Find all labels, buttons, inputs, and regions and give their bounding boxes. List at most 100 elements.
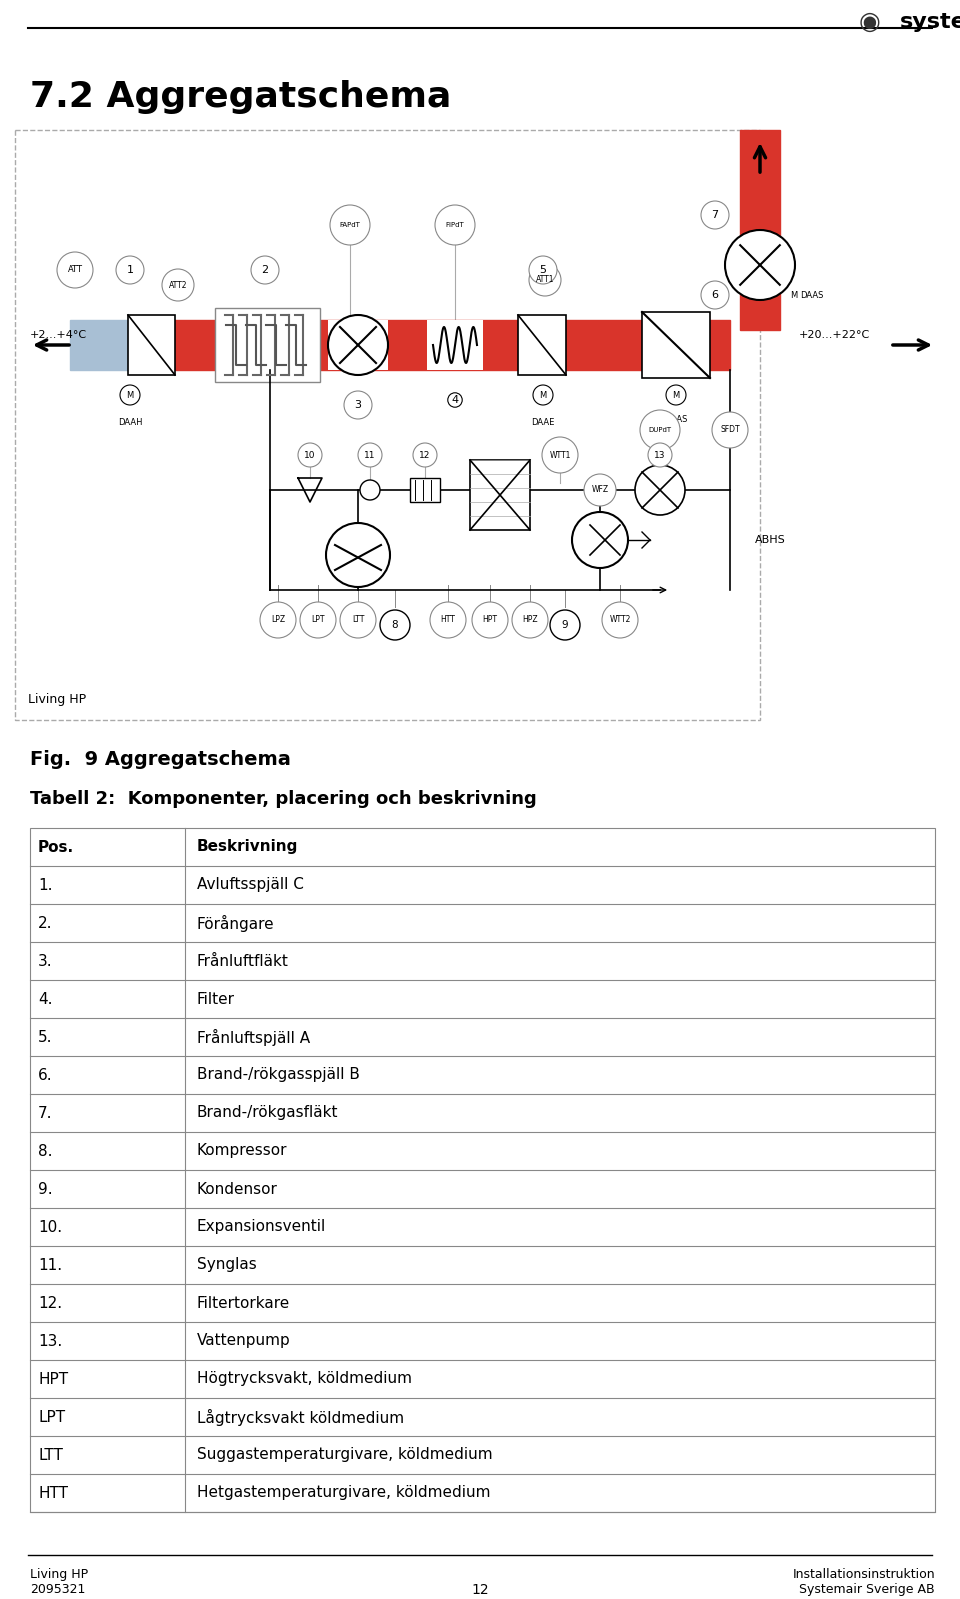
Text: ATT: ATT	[67, 265, 83, 275]
Circle shape	[635, 465, 685, 515]
Circle shape	[300, 601, 336, 638]
Text: Filtertorkare: Filtertorkare	[197, 1295, 290, 1311]
Text: 13.: 13.	[38, 1334, 62, 1348]
Text: 11: 11	[364, 451, 375, 459]
Text: LPT: LPT	[311, 616, 324, 625]
Circle shape	[413, 443, 437, 467]
FancyBboxPatch shape	[175, 320, 730, 369]
Circle shape	[725, 230, 795, 301]
Text: ATT2: ATT2	[169, 280, 187, 289]
Text: Tabell 2:  Komponenter, placering och beskrivning: Tabell 2: Komponenter, placering och bes…	[30, 790, 537, 807]
Text: M: M	[127, 390, 133, 400]
Text: Lågtrycksvakt köldmedium: Lågtrycksvakt köldmedium	[197, 1409, 404, 1425]
Text: LPZ: LPZ	[271, 616, 285, 625]
Text: DAAS: DAAS	[664, 416, 687, 424]
Text: WTT1: WTT1	[549, 451, 570, 459]
Circle shape	[435, 205, 475, 245]
Circle shape	[430, 601, 466, 638]
Text: 5.: 5.	[38, 1030, 53, 1044]
Text: HPT: HPT	[483, 616, 497, 625]
Circle shape	[584, 473, 616, 505]
FancyBboxPatch shape	[30, 828, 935, 1513]
Circle shape	[116, 256, 144, 285]
Text: 13: 13	[655, 451, 665, 459]
Circle shape	[380, 609, 410, 640]
Text: Kompressor: Kompressor	[197, 1143, 287, 1159]
Text: +2...+4°C: +2...+4°C	[30, 329, 87, 341]
Circle shape	[542, 437, 578, 473]
Text: Expansionsventil: Expansionsventil	[197, 1220, 326, 1234]
Text: FIPdT: FIPdT	[445, 222, 465, 229]
Text: Förångare: Förångare	[197, 915, 275, 932]
Circle shape	[340, 601, 376, 638]
Text: 2: 2	[261, 265, 269, 275]
FancyBboxPatch shape	[328, 320, 388, 369]
FancyBboxPatch shape	[410, 478, 440, 502]
Text: 2095321: 2095321	[30, 1583, 85, 1596]
Circle shape	[326, 523, 390, 587]
Text: 2.: 2.	[38, 916, 53, 931]
Circle shape	[344, 392, 372, 419]
Text: 7: 7	[711, 209, 719, 221]
Text: Living HP: Living HP	[30, 1569, 88, 1581]
Text: FAPdT: FAPdT	[340, 222, 360, 229]
Text: 4.: 4.	[38, 991, 53, 1006]
Circle shape	[57, 253, 93, 288]
FancyBboxPatch shape	[642, 312, 710, 377]
Text: 6.: 6.	[38, 1068, 53, 1083]
Text: WFZ: WFZ	[591, 486, 609, 494]
Text: Filter: Filter	[197, 991, 235, 1006]
Circle shape	[360, 480, 380, 500]
Text: HTT: HTT	[38, 1485, 68, 1500]
Circle shape	[512, 601, 548, 638]
Circle shape	[602, 601, 638, 638]
Text: 9: 9	[562, 620, 568, 630]
Text: Pos.: Pos.	[38, 839, 74, 854]
Circle shape	[260, 601, 296, 638]
Text: 3: 3	[354, 400, 362, 409]
Text: Brand-/rökgasfläkt: Brand-/rökgasfläkt	[197, 1105, 339, 1121]
Circle shape	[701, 281, 729, 309]
Circle shape	[120, 385, 140, 405]
Text: WTT2: WTT2	[610, 616, 631, 625]
FancyBboxPatch shape	[15, 130, 760, 720]
FancyBboxPatch shape	[740, 130, 780, 329]
Text: DAAH: DAAH	[118, 417, 142, 427]
Text: LTT: LTT	[351, 616, 364, 625]
Text: SFDT: SFDT	[720, 425, 740, 435]
Text: 6: 6	[711, 289, 718, 301]
Text: M: M	[790, 291, 797, 299]
Circle shape	[701, 201, 729, 229]
FancyBboxPatch shape	[128, 315, 175, 376]
Text: +20...+22°C: +20...+22°C	[799, 329, 870, 341]
Text: HTT: HTT	[441, 616, 455, 625]
Text: ATT1: ATT1	[536, 275, 554, 285]
Text: Frånluftfläkt: Frånluftfläkt	[197, 953, 289, 969]
FancyBboxPatch shape	[215, 309, 320, 382]
Text: 10.: 10.	[38, 1220, 62, 1234]
Text: Fig.  9 Aggregatschema: Fig. 9 Aggregatschema	[30, 750, 291, 769]
Circle shape	[251, 256, 279, 285]
Text: 1: 1	[127, 265, 133, 275]
Text: DAAS: DAAS	[800, 291, 824, 299]
Text: 12: 12	[471, 1583, 489, 1597]
Text: Beskrivning: Beskrivning	[197, 839, 299, 854]
Text: 12.: 12.	[38, 1295, 62, 1311]
Text: Suggastemperaturgivare, köldmedium: Suggastemperaturgivare, köldmedium	[197, 1447, 492, 1463]
Text: Frånluftspjäll A: Frånluftspjäll A	[197, 1028, 310, 1046]
Text: Living HP: Living HP	[28, 694, 86, 707]
Text: M: M	[540, 390, 546, 400]
Circle shape	[533, 385, 553, 405]
Circle shape	[358, 443, 382, 467]
Circle shape	[666, 385, 686, 405]
Text: Systemair Sverige AB: Systemair Sverige AB	[800, 1583, 935, 1596]
Text: LTT: LTT	[38, 1447, 62, 1463]
Circle shape	[648, 443, 672, 467]
FancyBboxPatch shape	[427, 320, 483, 369]
Circle shape	[162, 269, 194, 301]
Text: LPT: LPT	[38, 1409, 65, 1425]
Text: 7.: 7.	[38, 1105, 53, 1121]
FancyBboxPatch shape	[518, 315, 566, 376]
Circle shape	[328, 315, 388, 376]
Circle shape	[472, 601, 508, 638]
